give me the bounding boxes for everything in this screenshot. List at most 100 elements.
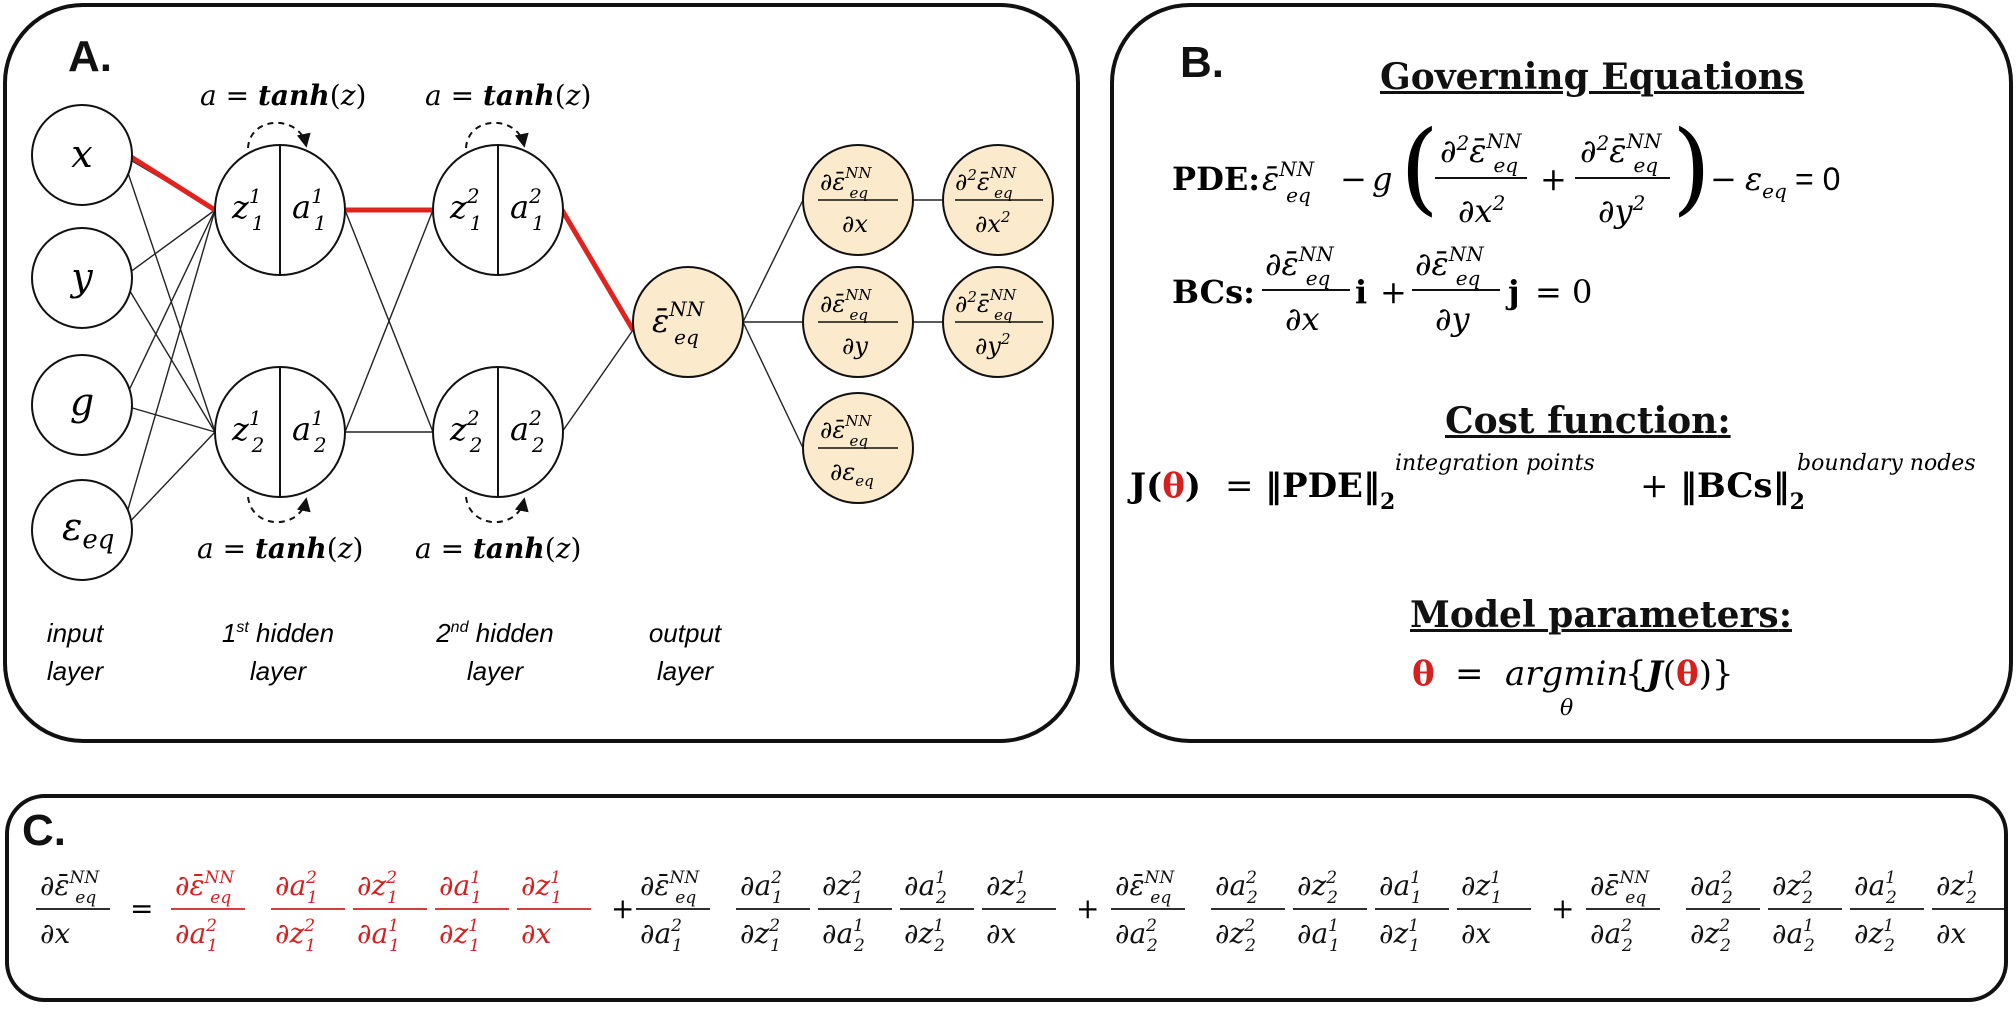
svg-text:∂a11: ∂a1 1: [1297, 916, 1340, 956]
svg-text:i: i: [1355, 273, 1367, 311]
output-node: [632, 266, 744, 378]
svg-text:∂x: ∂x: [1285, 300, 1320, 338]
input-node-g: [31, 354, 133, 456]
input-node-eps: [31, 479, 133, 581]
svg-text:∂a11: ∂a1 1: [439, 868, 482, 908]
activation-labels: a = tanh(z) a = tanh(z) a = tanh(z) a = …: [197, 79, 591, 565]
svg-text:a = tanh(z): a = tanh(z): [200, 79, 366, 112]
svg-text:∂z12: ∂z1 2: [904, 916, 945, 956]
svg-text:∂x: ∂x: [1936, 917, 1966, 950]
svg-text:∂y2: ∂y2: [1598, 191, 1645, 230]
svg-text:θ: θ: [1412, 654, 1435, 694]
svg-text:layer: layer: [47, 656, 105, 686]
svg-text:a = tanh(z): a = tanh(z): [415, 532, 581, 565]
svg-text:+: +: [1640, 466, 1669, 506]
svg-text:{J(θ)}: {J(θ)}: [1625, 654, 1734, 694]
svg-text:BCs:: BCs:: [1172, 273, 1255, 311]
svg-text:∂a21: ∂a2 1: [640, 916, 683, 956]
pde-equation: PDE: ε̄NN eq − g ( ∂2ε̄NN eq ∂x2 + ∂2ε̄NN e…: [1172, 109, 1840, 230]
svg-text:∂a12: ∂a1 2: [822, 916, 865, 956]
svg-text:g: g: [1372, 160, 1392, 198]
svg-text:∂x: ∂x: [842, 210, 868, 238]
svg-text:a = tanh(z): a = tanh(z): [197, 532, 363, 565]
svg-text:∂a21: ∂a2 1: [275, 868, 318, 908]
svg-text:= 0: = 0: [1795, 161, 1840, 197]
svg-text:∂z12: ∂z1 2: [1936, 868, 1977, 908]
svg-text:θ: θ: [1560, 696, 1573, 721]
input-node-x: [31, 104, 133, 206]
cost-equation: J(θ) = ‖PDE‖2 integration points + ‖BCs‖…: [1127, 451, 1976, 515]
svg-text:+: +: [1380, 273, 1407, 311]
input-nodes: [31, 104, 133, 581]
svg-text:∂z22: ∂z2 2: [1215, 916, 1256, 956]
svg-text:=: =: [1455, 654, 1484, 694]
svg-text:∂z11: ∂z1 1: [521, 868, 562, 908]
panel-b: [1110, 3, 2013, 743]
svg-text:∂y2: ∂y2: [975, 330, 1011, 360]
svg-text:∂a22: ∂a2 2: [1115, 916, 1158, 956]
svg-text:output: output: [649, 618, 723, 648]
svg-text:∂z21: ∂z2 1: [740, 916, 781, 956]
svg-text:∂a11: ∂a1 1: [1379, 868, 1422, 908]
svg-text:∂z22: ∂z2 2: [1690, 916, 1731, 956]
svg-text:∂x2: ∂x2: [1458, 191, 1505, 230]
input-node-y: [31, 227, 133, 329]
svg-text:+: +: [611, 892, 634, 925]
panel-a: [3, 3, 1080, 743]
panel-b-label: B.: [1180, 38, 1224, 87]
output-nodes: [632, 144, 1054, 504]
svg-text:argmin: argmin: [1505, 654, 1628, 694]
highlighted-path: [126, 152, 636, 332]
svg-text:boundary nodes: boundary nodes: [1797, 451, 1976, 476]
svg-text:∂a22: ∂a2 2: [1215, 868, 1258, 908]
svg-text:∂a12: ∂a1 2: [904, 868, 947, 908]
governing-title: Governing Equations: [1380, 56, 1805, 98]
chain-rule-equation: ∂ε̄NN eq ∂x = ∂ε̄NN eq ∂a2 1 ∂a2 1 ∂z2 1 ∂z2 1 ∂a1 1 ∂a1…: [36, 868, 2006, 956]
svg-text:∂a11: ∂a1 1: [357, 916, 400, 956]
svg-text:∂x: ∂x: [40, 917, 70, 950]
svg-text:layer: layer: [657, 656, 715, 686]
svg-text:∂x: ∂x: [986, 917, 1016, 950]
svg-text:∂z21: ∂z2 1: [275, 916, 316, 956]
hidden-nodes: [214, 144, 564, 498]
svg-text:∂a12: ∂a1 2: [1772, 916, 1815, 956]
svg-text:PDE:: PDE:: [1172, 160, 1260, 198]
input-label-y: y: [69, 255, 93, 299]
svg-text:∂y: ∂y: [1435, 300, 1471, 338]
svg-text:integration points: integration points: [1395, 451, 1595, 476]
svg-text:∂z21: ∂z2 1: [357, 868, 398, 908]
svg-text:(: (: [1400, 109, 1439, 226]
svg-text:εeq: εeq: [1745, 160, 1787, 203]
params-equation: θ = argmin θ {J(θ)}: [1412, 654, 1734, 721]
panel-a-label: A.: [68, 32, 112, 81]
cost-title: Cost function:: [1445, 400, 1731, 442]
svg-text:∂z11: ∂z1 1: [1461, 868, 1502, 908]
svg-text:+: +: [1540, 160, 1567, 198]
svg-text:= 0: = 0: [1535, 273, 1592, 311]
svg-text:j: j: [1505, 273, 1520, 311]
panel-c: [5, 794, 2008, 1002]
svg-text:=: =: [130, 892, 153, 925]
svg-text:1st hidden: 1st hidden: [222, 618, 334, 648]
svg-text:input: input: [47, 618, 105, 648]
svg-text:a = tanh(z): a = tanh(z): [425, 79, 591, 112]
svg-text:layer: layer: [467, 656, 525, 686]
panel-c-label: C.: [22, 806, 66, 855]
svg-text:∂z11: ∂z1 1: [439, 916, 480, 956]
svg-text:∂z22: ∂z2 2: [1772, 868, 1813, 908]
svg-text:‖PDE‖2: ‖PDE‖2: [1265, 466, 1395, 515]
svg-text:∂z22: ∂z2 2: [1297, 868, 1338, 908]
svg-text:∂x: ∂x: [521, 917, 551, 950]
svg-text:∂a21: ∂a2 1: [175, 916, 218, 956]
layer-labels: input layer 1st hidden layer 2nd hidden …: [47, 618, 723, 686]
